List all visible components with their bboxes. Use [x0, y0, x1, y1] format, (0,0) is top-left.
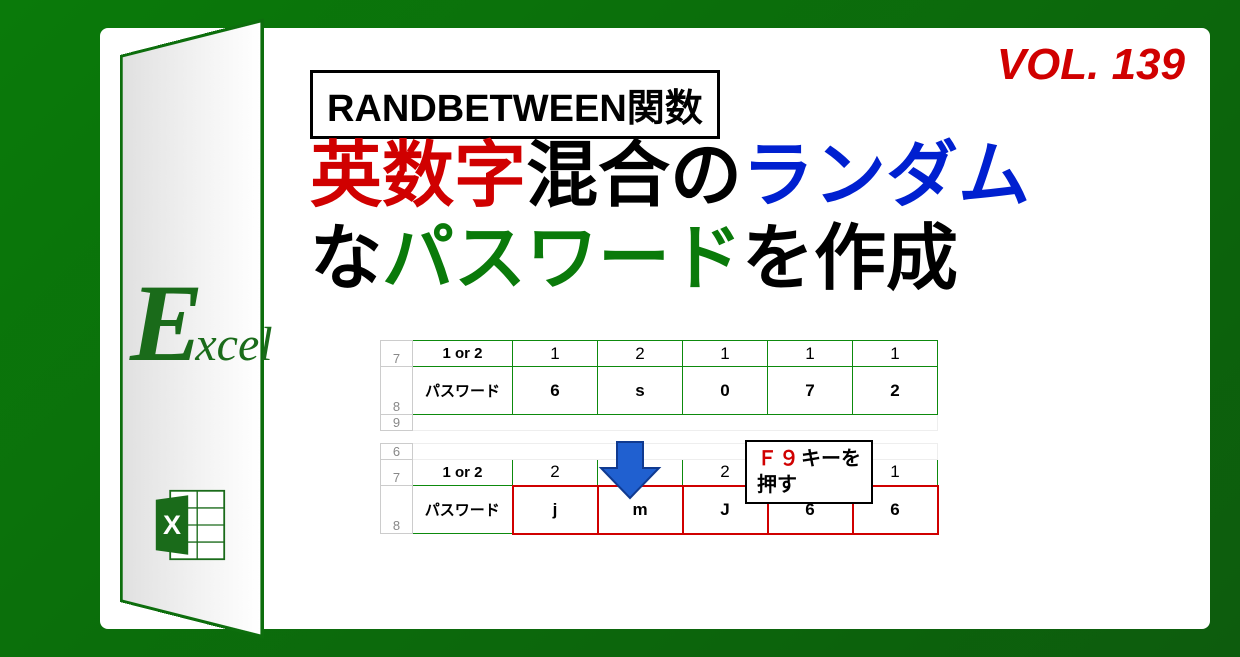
row-header: 7 [381, 460, 413, 486]
cell: 7 [768, 367, 853, 415]
excel-e: E [130, 260, 203, 387]
title-part-2: 混合の [526, 136, 742, 216]
title-part-5: パスワード [382, 219, 742, 299]
hint-box: Ｆ９キーを 押す [745, 440, 873, 504]
subtitle-text: RANDBETWEEN関数 [327, 88, 703, 130]
main-title: 英数字混合のランダム なパスワードを作成 [310, 135, 1195, 301]
cell-label: 1 or 2 [413, 460, 513, 486]
title-part-3: ランダム [742, 136, 1030, 216]
cell-label: パスワード [413, 367, 513, 415]
hint-key: Ｆ９ [757, 448, 801, 470]
table-before: 7 1 or 2 1 2 1 1 1 8 パスワード 6 s 0 7 2 9 [380, 340, 938, 431]
svg-text:X: X [163, 510, 181, 540]
row-header: 7 [381, 341, 413, 367]
tables-container: 7 1 or 2 1 2 1 1 1 8 パスワード 6 s 0 7 2 9 6… [380, 340, 939, 535]
row-header: 8 [381, 486, 413, 534]
row-header: 8 [381, 367, 413, 415]
volume-label: VOL. 139 [997, 40, 1185, 90]
cell: 1 [768, 341, 853, 367]
hint-text-1: キーを [801, 448, 861, 470]
cell: 2 [598, 341, 683, 367]
cell: 1 [513, 341, 598, 367]
row-header: 6 [381, 444, 413, 460]
excel-wordmark: Excel [130, 260, 273, 387]
arrow-down-icon [595, 440, 665, 505]
cell: 1 [853, 341, 938, 367]
cell-label: 1 or 2 [413, 341, 513, 367]
excel-xcel: xcel [195, 317, 272, 372]
cell-highlight: j [513, 486, 598, 534]
cell: 2 [853, 367, 938, 415]
cell: 6 [513, 367, 598, 415]
hint-text-2: 押す [757, 474, 797, 496]
cell: s [598, 367, 683, 415]
title-part-1: 英数字 [310, 136, 526, 216]
cell-label: パスワード [413, 486, 513, 534]
excel-icon: X [145, 480, 235, 570]
cell: 2 [513, 460, 598, 486]
subtitle-box: RANDBETWEEN関数 [310, 70, 720, 139]
row-header: 9 [381, 415, 413, 431]
cell: 0 [683, 367, 768, 415]
title-part-6: を作成 [742, 219, 958, 299]
cell: 1 [683, 341, 768, 367]
title-part-4: な [310, 219, 382, 299]
